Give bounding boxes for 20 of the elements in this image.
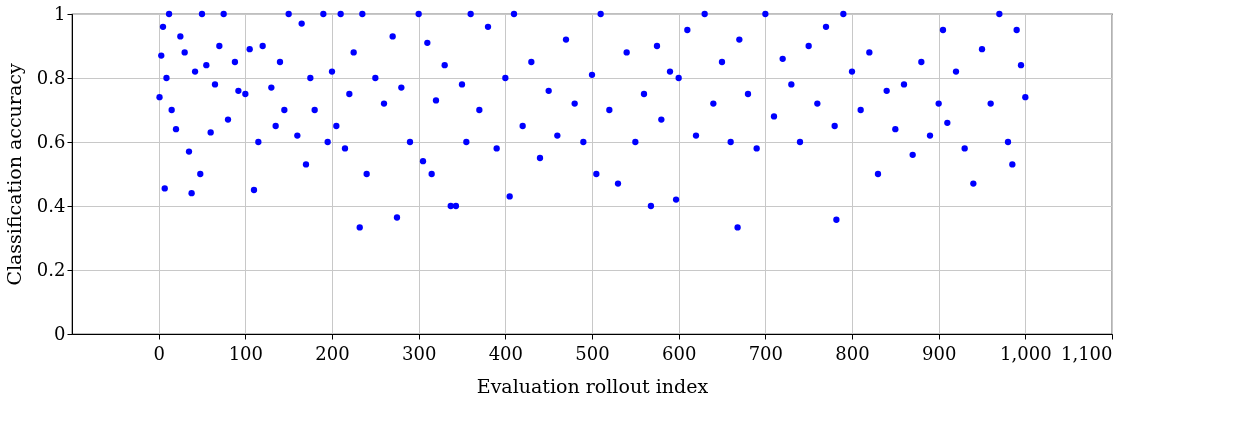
x-tick-label: 200 xyxy=(315,342,350,364)
x-tick-label: 1,100 xyxy=(1060,342,1113,364)
x-tick-label: 100 xyxy=(228,342,264,364)
x-tick-label: 0 xyxy=(153,342,165,364)
x-tick-label: 700 xyxy=(748,342,784,364)
x-tick-label: 300 xyxy=(401,342,437,364)
y-tick-label: 1 xyxy=(54,2,66,24)
x-tick-label: 800 xyxy=(835,342,870,364)
y-tick-label: 0 xyxy=(54,322,66,344)
y-tick-label: 0.8 xyxy=(36,66,66,88)
x-tick-label: 600 xyxy=(661,342,697,364)
x-tick-label: 1,000 xyxy=(1000,342,1052,364)
x-tick-label: 500 xyxy=(575,342,610,364)
x-axis-title: Evaluation rollout index xyxy=(476,374,709,397)
y-axis-title: Classification accuracy xyxy=(2,63,25,286)
y-tick-label: 0.4 xyxy=(36,194,66,216)
y-tick-label: 0.6 xyxy=(36,130,66,152)
y-tick-label: 0.2 xyxy=(36,258,66,280)
x-tick-label: 900 xyxy=(921,342,957,364)
x-tick-label: 400 xyxy=(488,342,524,364)
